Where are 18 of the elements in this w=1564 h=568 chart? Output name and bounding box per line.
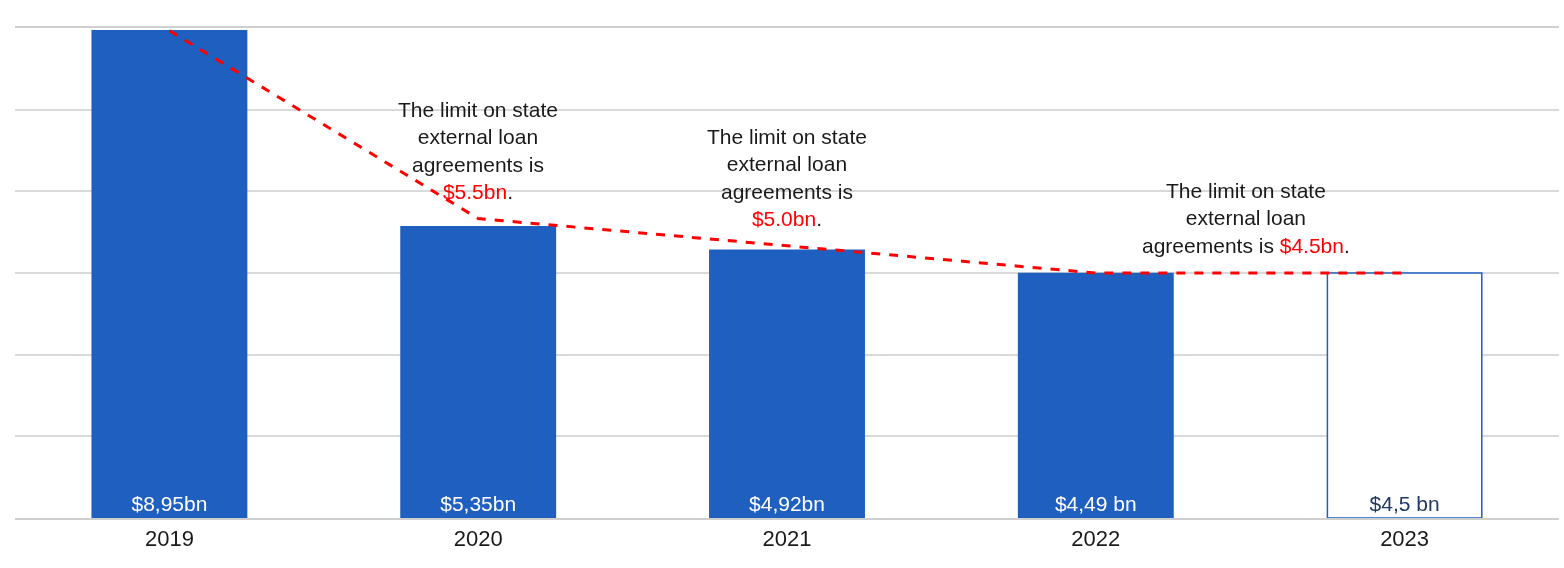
annotation: The limit on state external loan agreements is $5.5bn. (398, 98, 558, 203)
bar (1017, 272, 1174, 518)
bar (1326, 272, 1483, 518)
annotation: The limit on state external loan agreements is $4.5bn. (1142, 179, 1350, 257)
bar (709, 249, 865, 518)
bar (91, 29, 248, 518)
data-label: $8,95bn (131, 492, 208, 515)
data-label: $4,92bn (749, 492, 825, 515)
x-tick-label: 2022 (1071, 526, 1121, 552)
bar (400, 225, 557, 518)
x-tick-label: 2021 (762, 526, 812, 552)
x-tick-label: 2023 (1380, 526, 1430, 552)
data-label: $4,5 bn (1369, 492, 1440, 515)
data-label: $5,35bn (440, 492, 517, 515)
annotation: The limit on state external loan agreements is $5.0bn. (707, 125, 867, 230)
x-tick-label: 2020 (453, 526, 503, 552)
data-label: $4,49 bn (1054, 492, 1137, 515)
x-tick-label: 2019 (144, 526, 194, 552)
